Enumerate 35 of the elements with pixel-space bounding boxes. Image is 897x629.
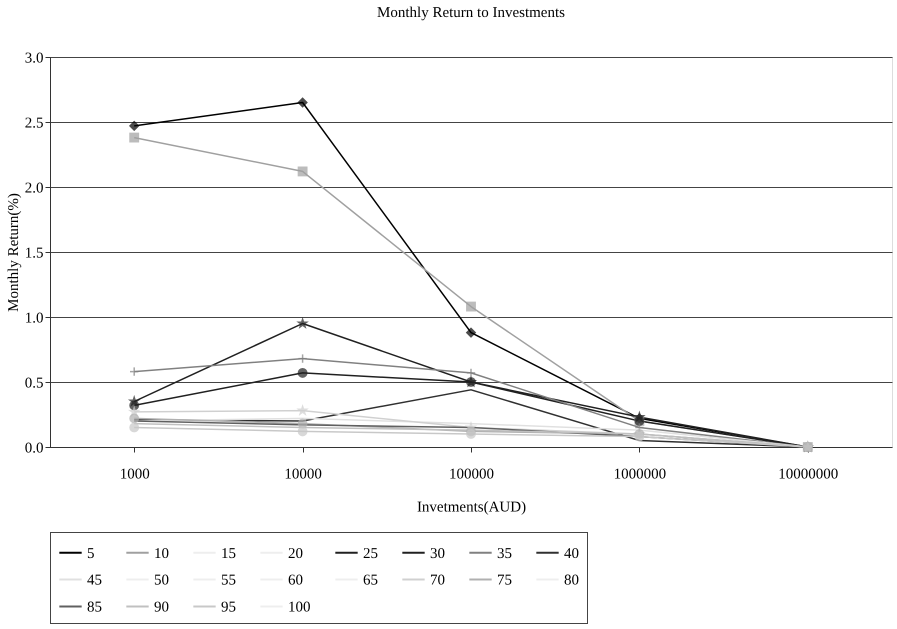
- y-tick-label: 2.5: [24, 116, 44, 132]
- legend-label: 10: [154, 546, 169, 562]
- legend-label: 5: [87, 546, 94, 562]
- x-tick-label: 100000: [449, 466, 494, 482]
- legend-label: 15: [221, 546, 236, 562]
- y-tick-label: 2.0: [24, 180, 44, 196]
- x-tick-label: 1000000: [614, 466, 666, 482]
- y-tick-label: 1.0: [24, 310, 44, 326]
- y-tick-label: 0.5: [24, 376, 44, 392]
- legend-label: 95: [221, 600, 236, 616]
- legend-label: 65: [363, 572, 378, 588]
- x-axis-title: Invetments(AUD): [416, 500, 526, 516]
- y-axis-title: Monthly Return(%): [6, 193, 22, 312]
- legend-label: 80: [564, 572, 579, 588]
- x-tick-label: 10000000: [778, 466, 838, 482]
- legend-label: 35: [497, 546, 512, 562]
- legend-label: 100: [288, 600, 310, 616]
- legend-label: 60: [288, 572, 303, 588]
- x-tick-label: 1000: [120, 466, 150, 482]
- legend-label: 75: [497, 572, 512, 588]
- legend-label: 20: [288, 546, 303, 562]
- legend-label: 85: [87, 600, 102, 616]
- legend-label: 70: [430, 572, 445, 588]
- legend-label: 45: [87, 572, 102, 588]
- legend-label: 25: [363, 546, 378, 562]
- y-tick-label: 0.0: [24, 440, 44, 456]
- legend-label: 30: [430, 546, 445, 562]
- chart-title: Monthly Return to Investments: [377, 5, 566, 21]
- y-tick-label: 3.0: [24, 50, 44, 66]
- y-tick-label: 1.5: [24, 246, 44, 262]
- legend-label: 90: [154, 600, 169, 616]
- legend-label: 40: [564, 546, 579, 562]
- legend-label: 55: [221, 572, 236, 588]
- legend-label: 50: [154, 572, 169, 588]
- x-tick-label: 10000: [284, 466, 322, 482]
